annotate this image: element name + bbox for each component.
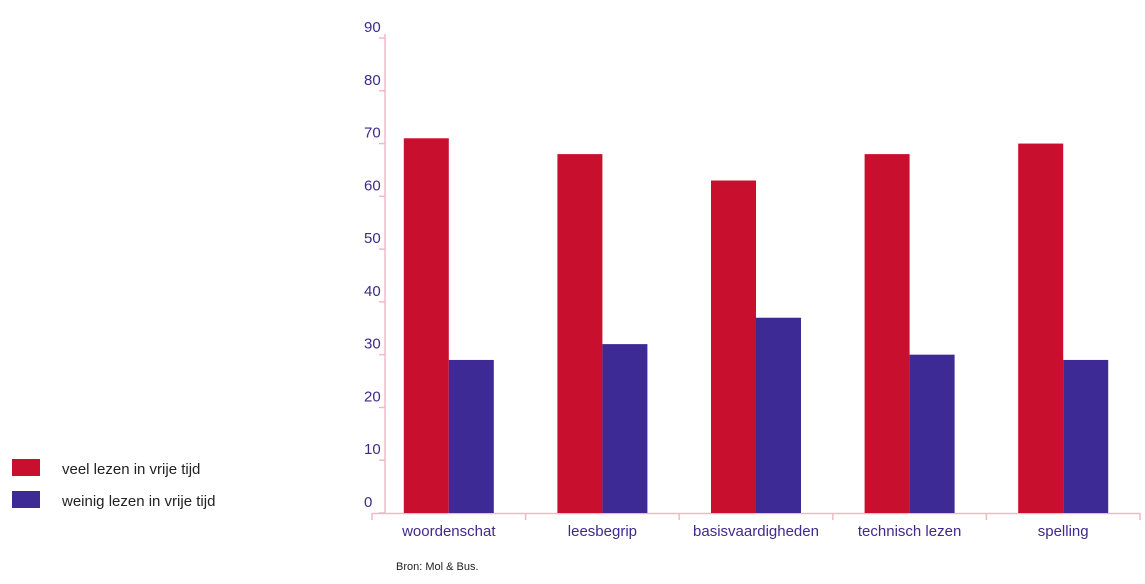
x-axis: woordenschat leesbegrip basisvaardigheden t… [371,512,1141,540]
bar-weinig-lezen [756,317,801,513]
bar-veel-lezen [711,180,756,513]
bar-veel-lezen [1018,143,1064,514]
bar-veel-lezen [864,154,910,513]
bar-weinig-lezen [448,359,494,513]
y-axis: 0 10 20 30 40 50 60 70 80 90 [364,19,386,514]
category-label: leesbegrip [568,523,637,540]
y-tick-label: 30 [364,336,381,353]
bar-weinig-lezen [602,344,648,513]
legend-swatch-weinig-lezen [12,491,40,508]
y-tick-label: 70 [364,125,381,142]
category-label: spelling [1038,523,1089,540]
category-label: technisch lezen [858,523,961,540]
category-label: basisvaardigheden [693,523,819,540]
y-tick-label: 40 [364,283,381,300]
source-note: Bron: Mol & Bus. [396,561,479,573]
bars [403,138,1109,514]
y-tick-label: 50 [364,230,381,247]
y-tick-label: 0 [364,494,372,511]
bar-weinig-lezen [909,354,955,513]
legend-swatch-veel-lezen [12,459,40,476]
legend-label-veel-lezen: veel lezen in vrije tijd [62,461,200,478]
legend: veel lezen in vrije tijd weinig lezen in… [12,459,215,510]
y-tick-label: 80 [364,72,381,89]
legend-label-weinig-lezen: weinig lezen in vrije tijd [61,493,215,510]
bar-weinig-lezen [1063,359,1109,513]
y-tick-label: 60 [364,177,381,194]
bar-veel-lezen [557,154,603,513]
y-tick-label: 10 [364,441,381,458]
bar-veel-lezen [403,138,449,513]
y-tick-label: 90 [364,19,381,36]
category-label: woordenschat [401,523,496,540]
y-tick-label: 20 [364,388,381,405]
